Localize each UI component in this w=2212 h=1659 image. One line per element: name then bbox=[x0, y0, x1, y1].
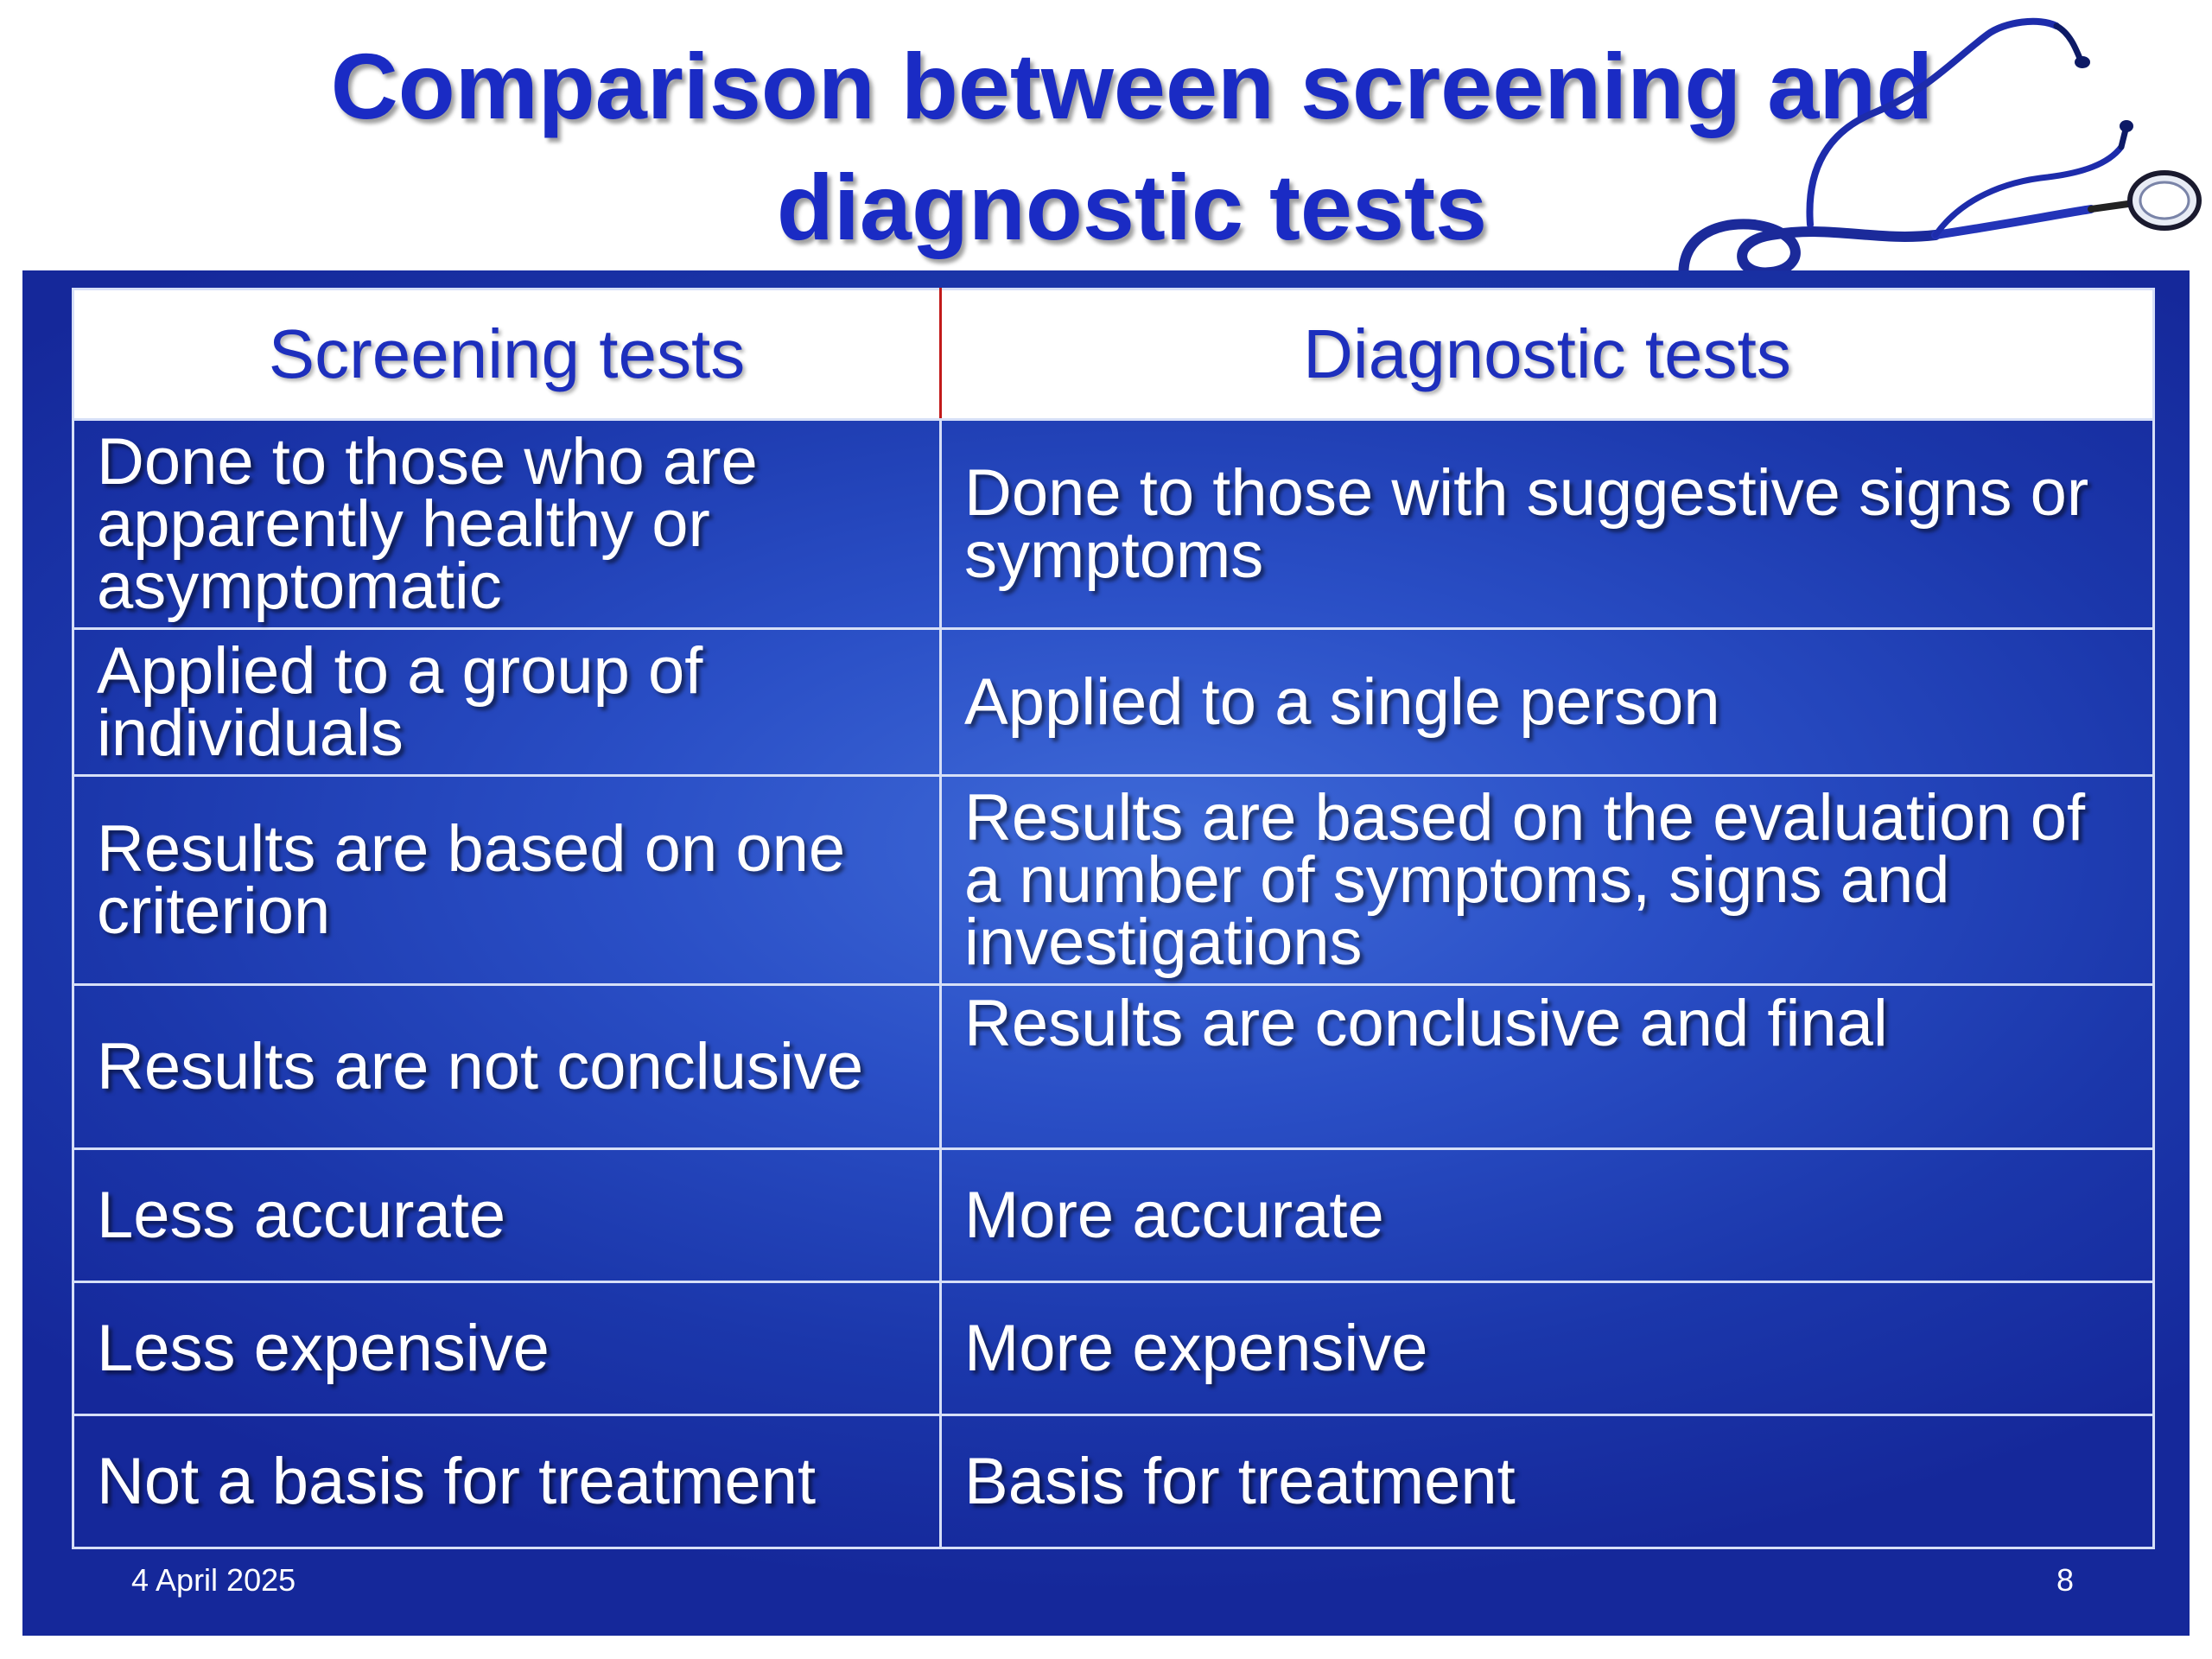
table-cell-screening: Not a basis for treatment bbox=[72, 1414, 942, 1549]
slide-number: 8 bbox=[2056, 1562, 2075, 1598]
table-cell-screening: Results are based on one criterion bbox=[72, 774, 942, 986]
table-cell-diagnostic: Applied to a single person bbox=[939, 627, 2155, 777]
table-cell-diagnostic: More accurate bbox=[939, 1147, 2155, 1283]
table-row: Applied to a group of individuals Applie… bbox=[72, 627, 2155, 777]
table-cell-diagnostic: Results are based on the evaluation of a… bbox=[939, 774, 2155, 986]
slide-title-line-1: Comparison between screening and bbox=[330, 34, 1934, 138]
table-cell-screening: Applied to a group of individuals bbox=[72, 627, 942, 777]
table-row: Results are not conclusive Results are c… bbox=[72, 983, 2155, 1150]
table-cell-diagnostic: Results are conclusive and final bbox=[939, 983, 2155, 1150]
header-screening-tests: Screening tests bbox=[72, 288, 942, 421]
table-cell-diagnostic: More expensive bbox=[939, 1281, 2155, 1416]
table-cell-screening: Less accurate bbox=[72, 1147, 942, 1283]
table-cell-diagnostic: Basis for treatment bbox=[939, 1414, 2155, 1549]
table-row: Results are based on one criterion Resul… bbox=[72, 774, 2155, 986]
table-cell-screening: Results are not conclusive bbox=[72, 983, 942, 1150]
table-header-row: Screening tests Diagnostic tests bbox=[72, 288, 2155, 421]
table-row: Not a basis for treatment Basis for trea… bbox=[72, 1414, 2155, 1549]
table-row: Done to those who are apparently healthy… bbox=[72, 418, 2155, 630]
table-cell-screening: Less expensive bbox=[72, 1281, 942, 1416]
stethoscope-icon bbox=[1678, 17, 2202, 290]
table-cell-screening: Done to those who are apparently healthy… bbox=[72, 418, 942, 630]
header-diagnostic-tests: Diagnostic tests bbox=[939, 288, 2155, 421]
slide-title-line-2: diagnostic tests bbox=[776, 155, 1488, 259]
comparison-table: Screening tests Diagnostic tests Done to… bbox=[72, 288, 2155, 1549]
table-row: Less accurate More accurate bbox=[72, 1147, 2155, 1283]
table-cell-diagnostic: Done to those with suggestive signs or s… bbox=[939, 418, 2155, 630]
footer-date: 4 April 2025 bbox=[131, 1562, 296, 1598]
slide-title: Comparison between screening and diagnos… bbox=[147, 26, 2117, 268]
table-row: Less expensive More expensive bbox=[72, 1281, 2155, 1416]
